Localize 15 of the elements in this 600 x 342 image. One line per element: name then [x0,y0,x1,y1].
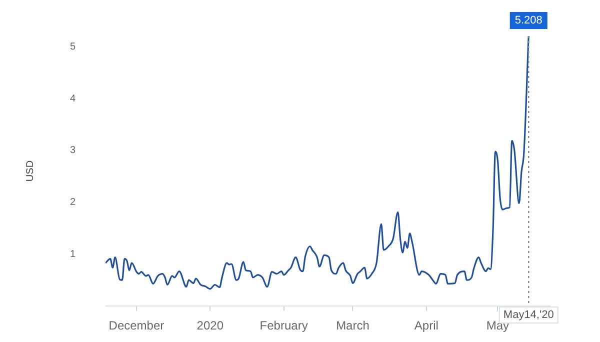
y-tick-label: 1 [70,248,76,260]
y-axis-title: USD [24,160,36,182]
x-tick-label: 2020 [196,318,224,333]
x-tick-label: February [260,318,308,333]
ref-line-label: May14,'20 [503,309,554,322]
y-tick-label: 5 [70,42,76,53]
y-tick-label: 4 [70,93,76,104]
y-tick-label: 2 [70,197,76,208]
annotation: 5.208 [514,14,542,27]
line-series [106,36,530,290]
x-tick-label: March [336,318,370,333]
x-tick-label: April [414,318,438,333]
x-tick-label: May [486,318,510,333]
x-tick-label: December [108,318,164,333]
y-tick-label: 3 [70,145,76,156]
